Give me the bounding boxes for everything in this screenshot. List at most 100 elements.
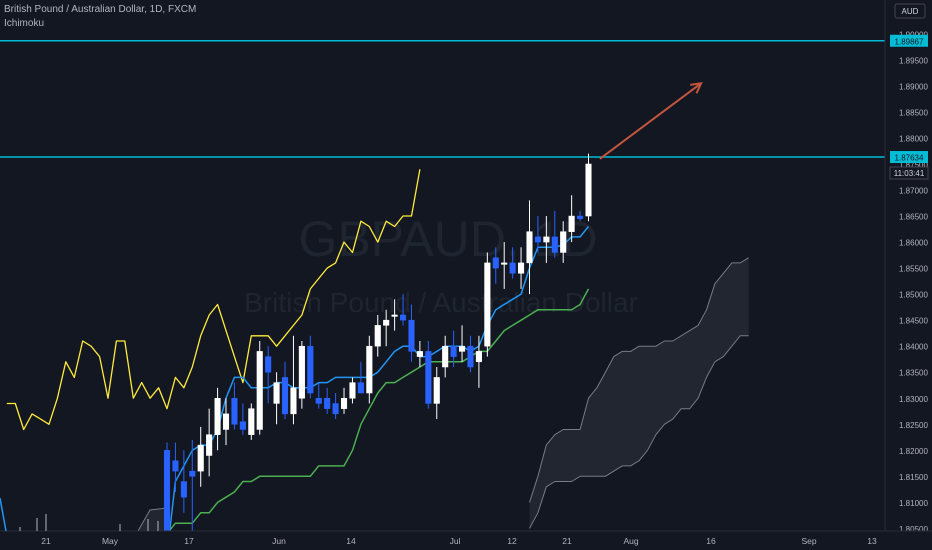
candle-body (197, 444, 204, 472)
candle-body (467, 345, 474, 368)
candle-body (577, 215, 584, 219)
y-tick-label-10: 1.85500 (899, 265, 928, 274)
y-tick-label-12: 1.86500 (899, 213, 928, 222)
x-tick-label-5: Jul (450, 536, 461, 546)
candle-1 (172, 442, 179, 492)
candle-body (475, 351, 482, 363)
candle-body (459, 345, 466, 352)
candle-body (501, 262, 508, 265)
candle-body (248, 408, 255, 435)
candle-body (374, 325, 381, 347)
candle-40 (501, 242, 508, 289)
candle-41 (509, 247, 516, 279)
candle-body (585, 163, 592, 217)
y-tick-label-0: 1.80500 (899, 525, 928, 534)
y-tick-label-7: 1.84000 (899, 343, 928, 352)
candle-body (391, 314, 398, 317)
y-tick-label-11: 1.86000 (899, 239, 928, 248)
line-price-tag-0 (890, 34, 928, 47)
candle-30 (416, 340, 423, 368)
x-tick-label-10: Sep (801, 536, 816, 546)
candle-20 (332, 393, 339, 420)
indicator-name[interactable]: Ichimoku (4, 18, 45, 29)
candle-5 (206, 408, 213, 477)
candle-21 (340, 387, 348, 414)
projection-arrow-shaft (599, 82, 702, 160)
kumo-span-a (529, 257, 749, 503)
line-price-label-1: 1.87634 (895, 154, 924, 163)
candle-7 (222, 398, 230, 446)
candle-39 (492, 247, 499, 284)
x-tick-label-4: 14 (346, 536, 356, 546)
kumo-cloud (529, 257, 749, 529)
candle-body (265, 356, 272, 373)
candle-23 (357, 361, 364, 394)
candle-13 (273, 372, 280, 425)
y-tick-label-6: 1.83500 (899, 369, 928, 378)
x-tick-label-2: 17 (184, 536, 194, 546)
candle-42 (518, 247, 525, 289)
y-tick-label-5: 1.83000 (899, 395, 928, 404)
candle-body (416, 351, 423, 357)
candle-9 (239, 403, 246, 435)
candle-17 (307, 335, 314, 399)
candle-49 (577, 210, 584, 222)
candle-body (568, 215, 575, 232)
currency-label: AUD (902, 7, 919, 16)
candle-50 (585, 153, 592, 222)
candle-body (332, 403, 339, 415)
candle-body (231, 398, 238, 425)
candle-6 (214, 387, 221, 451)
y-tick-label-17: 1.89000 (899, 82, 928, 91)
conversion-line-left-fragment (0, 497, 7, 532)
candle-body (357, 382, 364, 394)
candle-body (433, 377, 440, 404)
candle-body (518, 262, 525, 274)
candle-29 (408, 304, 415, 362)
candle-body (425, 351, 432, 404)
candle-26 (383, 309, 390, 347)
candle-2 (180, 450, 187, 513)
candle-24 (366, 335, 373, 404)
candle-33 (442, 335, 449, 378)
candle-body (324, 398, 331, 409)
y-tick-label-1: 1.81000 (899, 499, 928, 508)
symbol-title[interactable]: British Pound / Australian Dollar, 1D, F… (4, 4, 197, 15)
candle-body (298, 345, 305, 399)
candle-14 (281, 361, 289, 420)
candle-body (560, 231, 567, 253)
candle-body (551, 236, 558, 253)
candle-31 (425, 340, 432, 409)
line-price-label-0: 1.89867 (895, 37, 924, 46)
candle-46 (551, 210, 558, 258)
y-tick-label-4: 1.82500 (899, 421, 928, 430)
currency-badge (894, 3, 926, 19)
candle-body (189, 470, 196, 477)
lagging-span-line (6, 169, 421, 431)
y-tick-label-16: 1.88500 (899, 108, 928, 117)
x-tick-label-8: Aug (623, 536, 638, 546)
candle-8 (231, 382, 238, 430)
x-tick-label-11: 13 (867, 536, 877, 546)
candle-38 (484, 252, 491, 357)
x-tick-label-1: May (102, 536, 119, 546)
candle-body (315, 398, 322, 404)
candle-19 (324, 387, 331, 414)
candle-body (290, 387, 297, 415)
candle-body (307, 345, 314, 394)
x-tick-label-6: 12 (507, 536, 517, 546)
countdown-label: 11:03:41 (894, 169, 925, 178)
conversion-line (166, 226, 590, 550)
watermark-name: British Pound / Australian Dollar (244, 287, 638, 318)
candle-16 (298, 340, 305, 409)
candle-body (534, 236, 541, 243)
candle-body (450, 345, 457, 357)
x-tick-label-9: 16 (706, 536, 716, 546)
y-tick-label-14: 1.87500 (899, 160, 928, 169)
candle-3 (189, 439, 196, 534)
line-price-tag-1 (890, 151, 928, 164)
candle-body (526, 231, 533, 264)
y-tick-label-3: 1.82000 (899, 447, 928, 456)
